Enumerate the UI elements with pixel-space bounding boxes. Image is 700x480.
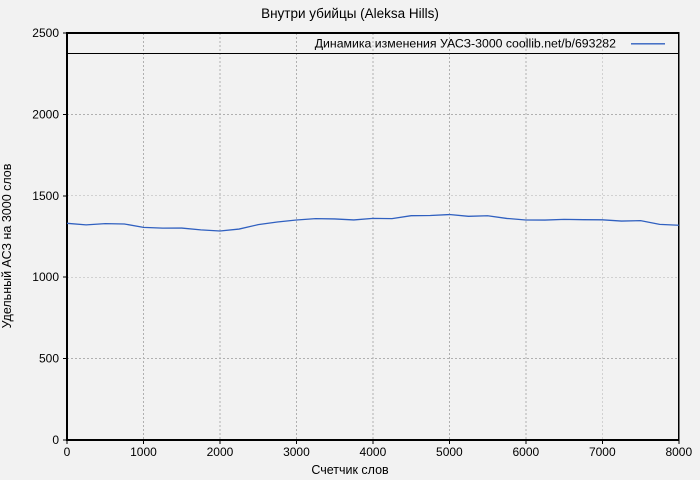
svg-text:7000: 7000 bbox=[589, 445, 616, 459]
svg-text:8000: 8000 bbox=[665, 445, 692, 459]
svg-text:1000: 1000 bbox=[130, 445, 157, 459]
svg-text:2000: 2000 bbox=[32, 107, 59, 121]
svg-text:1500: 1500 bbox=[32, 189, 59, 203]
svg-text:500: 500 bbox=[39, 352, 59, 366]
svg-text:2500: 2500 bbox=[32, 26, 59, 40]
svg-text:0: 0 bbox=[52, 433, 59, 447]
svg-text:0: 0 bbox=[64, 445, 71, 459]
svg-text:Динамика изменения УАСЗ-3000 c: Динамика изменения УАСЗ-3000 coollib.net… bbox=[315, 37, 616, 51]
svg-text:4000: 4000 bbox=[360, 445, 387, 459]
svg-text:1000: 1000 bbox=[32, 270, 59, 284]
svg-text:5000: 5000 bbox=[436, 445, 463, 459]
svg-text:3000: 3000 bbox=[283, 445, 310, 459]
svg-text:6000: 6000 bbox=[512, 445, 539, 459]
svg-text:2000: 2000 bbox=[207, 445, 234, 459]
